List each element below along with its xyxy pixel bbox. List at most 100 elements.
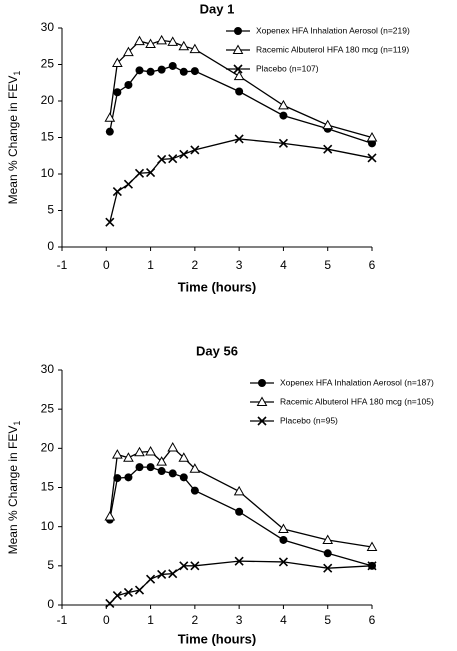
marker	[105, 217, 115, 227]
series-line	[109, 138, 373, 223]
y-tick-label: 5	[47, 558, 54, 572]
marker	[104, 510, 116, 521]
marker	[323, 549, 332, 558]
marker	[179, 561, 189, 571]
y-axis-label-subscript: 1	[12, 421, 22, 426]
y-tick-label: 10	[41, 166, 55, 180]
marker	[112, 186, 122, 197]
marker	[278, 99, 289, 110]
marker	[123, 179, 133, 189]
marker	[178, 40, 190, 51]
marker	[156, 456, 167, 466]
y-tick-label: 20	[41, 93, 55, 107]
marker	[190, 561, 200, 571]
marker	[234, 134, 244, 144]
marker	[367, 561, 377, 571]
marker	[123, 452, 134, 462]
legend-marker	[256, 396, 268, 406]
series-line	[109, 560, 373, 604]
marker	[168, 469, 177, 478]
marker	[278, 557, 288, 567]
marker	[157, 569, 167, 580]
legend-label: Placebo (n=95)	[280, 415, 338, 425]
legend-marker	[257, 416, 267, 426]
marker	[105, 598, 115, 608]
marker	[124, 473, 133, 482]
marker	[105, 127, 114, 136]
legend-label: Placebo (n=107)	[256, 63, 319, 73]
x-tick-label: -1	[57, 613, 68, 627]
marker	[123, 46, 134, 57]
y-tick-label: 30	[41, 20, 55, 34]
marker	[235, 507, 244, 516]
marker	[179, 473, 188, 482]
y-tick-label: 0	[47, 239, 54, 253]
marker	[113, 88, 122, 97]
marker	[157, 65, 166, 74]
marker	[233, 70, 245, 81]
marker	[323, 144, 333, 154]
x-tick-label: 3	[236, 613, 243, 627]
marker	[179, 149, 189, 159]
marker	[134, 446, 145, 457]
marker	[322, 534, 334, 544]
marker	[123, 587, 133, 598]
legend-marker	[233, 64, 243, 74]
marker	[112, 57, 123, 68]
x-tick-label: 6	[369, 258, 376, 272]
marker	[367, 153, 377, 163]
marker	[179, 67, 188, 76]
legend-label: Xopenex HFA Inhalation Aerosol (n=219)	[256, 25, 410, 35]
legend-label: Xopenex HFA Inhalation Aerosol (n=187)	[280, 377, 434, 387]
chart-title: Day 1	[200, 1, 235, 16]
marker	[235, 87, 244, 96]
legend-label: Racemic Albuterol HFA 180 mcg (n=105)	[280, 396, 434, 406]
marker	[168, 569, 178, 579]
x-tick-label: 2	[192, 613, 199, 627]
legend-marker	[234, 27, 242, 35]
marker	[233, 485, 245, 496]
marker	[157, 467, 166, 476]
marker	[168, 154, 178, 164]
x-tick-label: 0	[103, 258, 110, 272]
marker	[167, 442, 179, 452]
marker	[145, 445, 156, 456]
marker	[190, 67, 199, 76]
x-tick-label: 4	[280, 613, 287, 627]
marker	[156, 34, 167, 45]
marker	[189, 43, 201, 54]
marker	[135, 66, 144, 75]
marker	[124, 80, 133, 89]
y-axis-label-text: Mean % Change in FEV	[6, 76, 20, 205]
legend-label: Racemic Albuterol HFA 180 mcg (n=119)	[256, 44, 409, 54]
marker	[134, 168, 145, 178]
marker	[146, 167, 156, 178]
x-tick-label: 3	[236, 258, 243, 272]
marker	[190, 486, 199, 495]
y-tick-label: 5	[47, 203, 54, 217]
y-tick-label: 15	[41, 130, 55, 144]
x-tick-label: 4	[280, 258, 287, 272]
marker	[146, 67, 155, 76]
x-tick-label: 2	[192, 258, 199, 272]
marker	[366, 541, 378, 552]
y-tick-label: 25	[41, 57, 55, 71]
marker	[134, 35, 145, 46]
series-line	[109, 446, 373, 548]
marker	[322, 119, 334, 130]
x-tick-label: 5	[324, 258, 331, 272]
y-tick-label: 15	[41, 480, 55, 494]
marker	[279, 535, 288, 544]
y-tick-label: 0	[47, 597, 54, 611]
x-axis-label: Time (hours)	[178, 631, 257, 646]
x-tick-label: 5	[324, 613, 331, 627]
y-axis-label: Mean % Change in FEV1	[6, 71, 22, 205]
marker	[190, 145, 200, 155]
marker	[279, 111, 288, 120]
y-tick-label: 25	[41, 401, 55, 415]
x-tick-label: -1	[57, 258, 68, 272]
marker	[112, 591, 122, 601]
marker	[234, 556, 244, 566]
marker	[145, 38, 156, 49]
marker	[168, 61, 177, 70]
